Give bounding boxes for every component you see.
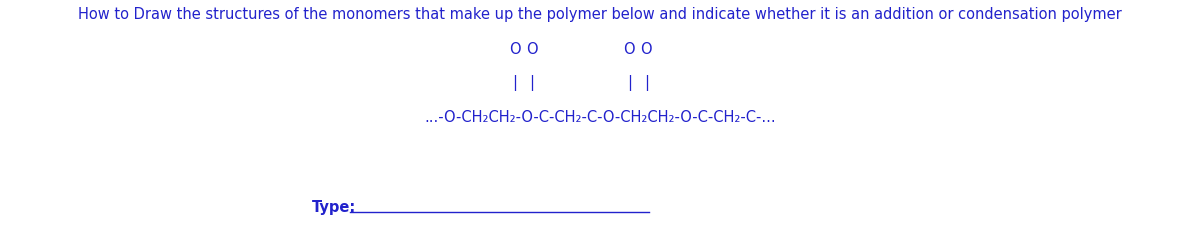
Text: How to Draw the structures of the monomers that make up the polymer below and in: How to Draw the structures of the monome…: [78, 7, 1122, 22]
Text: O: O: [526, 42, 538, 57]
Text: O: O: [641, 42, 652, 57]
Text: O: O: [509, 42, 521, 57]
Text: |: |: [529, 75, 534, 91]
Text: |: |: [626, 75, 632, 91]
Text: O: O: [624, 42, 635, 57]
Text: Type:: Type:: [312, 200, 356, 215]
Text: |: |: [643, 75, 649, 91]
Text: ...-O-CH₂CH₂-O-C-CH₂-C-O-CH₂CH₂-O-C-CH₂-C-...: ...-O-CH₂CH₂-O-C-CH₂-C-O-CH₂CH₂-O-C-CH₂-…: [424, 110, 776, 124]
Text: |: |: [512, 75, 517, 91]
